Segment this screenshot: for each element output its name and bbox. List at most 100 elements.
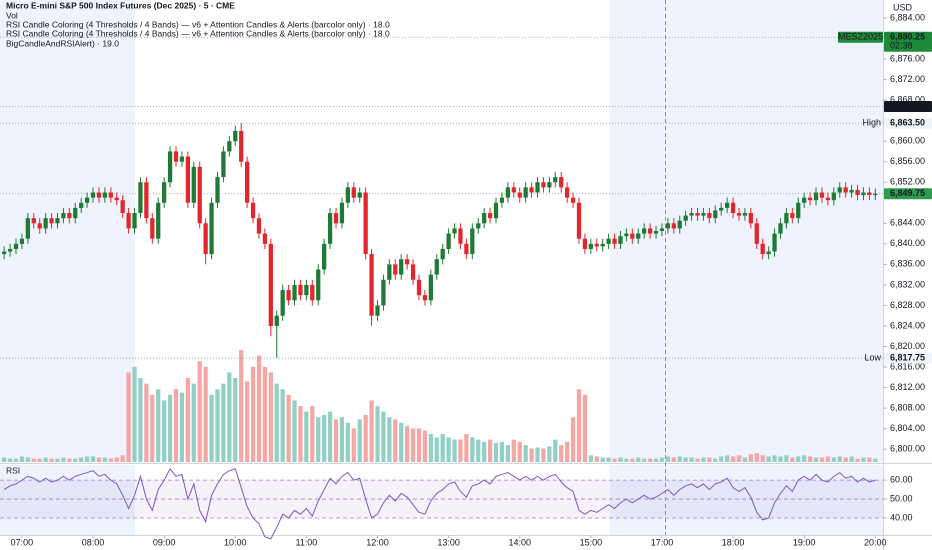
candle-body (428, 274, 433, 301)
x-tick-label: 13:00 (437, 537, 460, 547)
volume-bar (13, 458, 19, 462)
legend: Micro E-mini S&P 500 Index Futures (Dec … (6, 0, 390, 475)
candle-body (416, 279, 422, 296)
candle-body (630, 233, 635, 239)
candle-body (19, 238, 25, 244)
volume-bar (760, 455, 765, 462)
candle-body (683, 215, 688, 221)
candle-body (719, 207, 724, 211)
candle-body (701, 213, 706, 216)
candle-body (61, 213, 66, 219)
volume-bar (132, 366, 137, 462)
volume-bar (162, 400, 167, 462)
candle-body (339, 202, 345, 224)
volume-bar (7, 458, 13, 462)
volume-bar (126, 372, 131, 462)
candle-body (476, 223, 481, 229)
volume-bar (831, 457, 836, 462)
volume-bar (393, 419, 398, 462)
x-tick-label: 11:00 (295, 537, 317, 547)
volume-bar (482, 441, 487, 462)
candle-body (606, 238, 611, 244)
candle-body (725, 202, 730, 208)
volume-bar (612, 458, 617, 462)
candle-body (855, 189, 860, 196)
candle-body (523, 187, 528, 198)
rsi-pane-label: RSI (6, 465, 20, 475)
candle-body (79, 202, 84, 208)
candle-body (191, 166, 196, 203)
candle-body (517, 192, 522, 198)
volume-bar (173, 389, 179, 462)
candle-body (357, 192, 362, 198)
volume-bar (339, 417, 345, 462)
volume-bar (671, 457, 676, 462)
x-tick-label: 09:00 (153, 537, 176, 547)
candle-body (843, 187, 848, 193)
volume-bar (499, 441, 505, 462)
price-tag-label: 6,880.25 (890, 32, 925, 42)
y-tick-label: 6,820.00 (890, 341, 925, 351)
plot: 6,884.00 6,876.00 6,872.00 6,868.00 6,860.00… (0, 12, 925, 547)
candle-body (2, 251, 7, 255)
x-tick-label: 17:00 (651, 537, 674, 547)
volume-bar (458, 439, 463, 462)
volume-bar (535, 447, 540, 462)
volume-bar (582, 394, 588, 462)
volume-bar (487, 439, 493, 462)
volume-bar (766, 456, 771, 462)
candle-body (399, 259, 404, 275)
volume-bar (565, 441, 570, 462)
candle-body (873, 193, 878, 196)
candle-body (327, 213, 333, 244)
candle-body (748, 213, 753, 224)
candle-body (292, 284, 297, 301)
volume-bar (244, 381, 250, 462)
candle-body (333, 213, 339, 224)
volume-bar (689, 457, 694, 462)
volume-bar (600, 457, 605, 462)
candle-body (322, 243, 327, 270)
volume-bar (855, 458, 860, 462)
volume-bar (511, 439, 516, 462)
candle-body (553, 177, 558, 183)
candle-body (440, 248, 445, 260)
y-tick-label: 6,808.00 (890, 402, 925, 412)
volume-bar (268, 372, 273, 462)
candle-body (274, 315, 279, 326)
volume-bar (796, 456, 801, 462)
volume-bar (215, 389, 220, 462)
candle-body (582, 238, 588, 249)
candle-body (37, 223, 42, 229)
volume-bar (588, 455, 593, 462)
volume-bar (233, 378, 238, 462)
volume-bar (470, 437, 475, 462)
candle-body (55, 218, 60, 224)
volume-bar (167, 394, 173, 462)
volume-bar (298, 406, 303, 462)
candle-body (197, 166, 202, 224)
volume-bar (541, 448, 546, 462)
candle-body (150, 218, 155, 239)
volume-bar (606, 457, 611, 462)
candle-body (707, 213, 712, 219)
volume-bar (304, 411, 309, 462)
candle-body (446, 233, 451, 249)
volume-bar (813, 457, 819, 462)
volume-bar (837, 456, 842, 462)
candle-body (813, 192, 819, 201)
volume-bar (772, 455, 777, 462)
candle-body (73, 207, 78, 219)
candle-body (244, 161, 250, 203)
volume-bar (61, 457, 66, 462)
price-tag-box (884, 31, 932, 52)
candle-body (588, 243, 593, 249)
candle-body (215, 177, 220, 203)
candle-body (624, 233, 629, 237)
candle-body (825, 197, 831, 201)
volume-bar (150, 394, 155, 462)
candle-body (784, 213, 789, 224)
volume-bar (618, 457, 623, 462)
candle-body (434, 259, 439, 275)
candle-body (618, 236, 623, 244)
